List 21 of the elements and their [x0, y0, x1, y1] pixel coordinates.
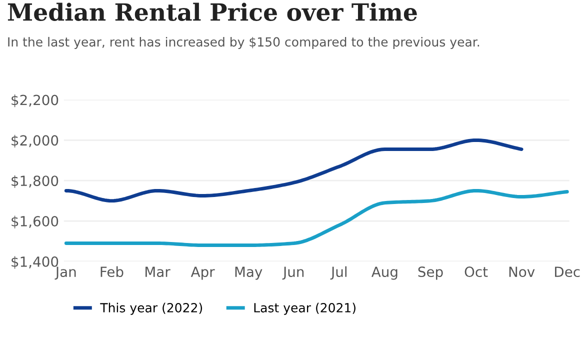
legend-label: Last year (2021) — [254, 302, 356, 315]
x-tick-label: Sep — [418, 266, 443, 280]
x-tick-label: Nov — [509, 266, 535, 278]
x-tick-label: Oct — [464, 266, 488, 278]
x-tick-label: Aug — [372, 266, 398, 280]
x-tick-label: Apr — [190, 266, 215, 280]
x-tick-label: Mar — [146, 266, 170, 278]
chart-title: Median Rental Price over Time — [8, 2, 417, 21]
x-tick-label: Jul — [330, 266, 346, 280]
y-tick-label: $2,200 — [12, 94, 58, 108]
x-tick-label: Jun — [282, 266, 304, 280]
chart-subtitle: In the last year, rent has increased by $150 compared to the previous year. — [8, 36, 480, 50]
x-tick-label: May — [235, 266, 262, 280]
y-tick-label: $1,600 — [12, 216, 58, 228]
legend-label: This year (2022) — [100, 302, 202, 315]
y-tick-label: $1,400 — [12, 256, 58, 269]
x-tick-label: Jan — [54, 266, 76, 280]
y-tick-label: $2,000 — [12, 134, 58, 148]
y-tick-label: $1,800 — [12, 175, 58, 188]
x-tick-label: Dec — [555, 266, 580, 278]
x-tick-label: Feb — [100, 266, 124, 278]
